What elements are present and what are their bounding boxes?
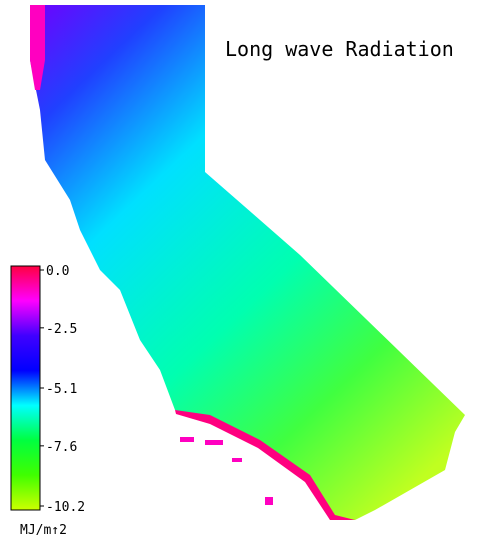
island <box>232 458 242 462</box>
coast-strip <box>30 5 45 90</box>
state-shape <box>30 5 465 520</box>
island <box>265 497 273 505</box>
colorbar-tick-label: 0.0 <box>46 264 69 279</box>
colorbar-unit: MJ/m↑2 <box>20 523 67 538</box>
island <box>180 437 194 442</box>
map-title: Long wave Radiation <box>225 37 454 61</box>
colorbar-tick-label: -5.1 <box>46 382 77 397</box>
island <box>205 440 223 445</box>
colorbar <box>10 265 41 511</box>
colorbar-tick-label: -7.6 <box>46 440 77 455</box>
colorbar-tick-label: -10.2 <box>46 500 85 515</box>
california-map <box>30 5 465 520</box>
colorbar-tick-label: -2.5 <box>46 322 77 337</box>
